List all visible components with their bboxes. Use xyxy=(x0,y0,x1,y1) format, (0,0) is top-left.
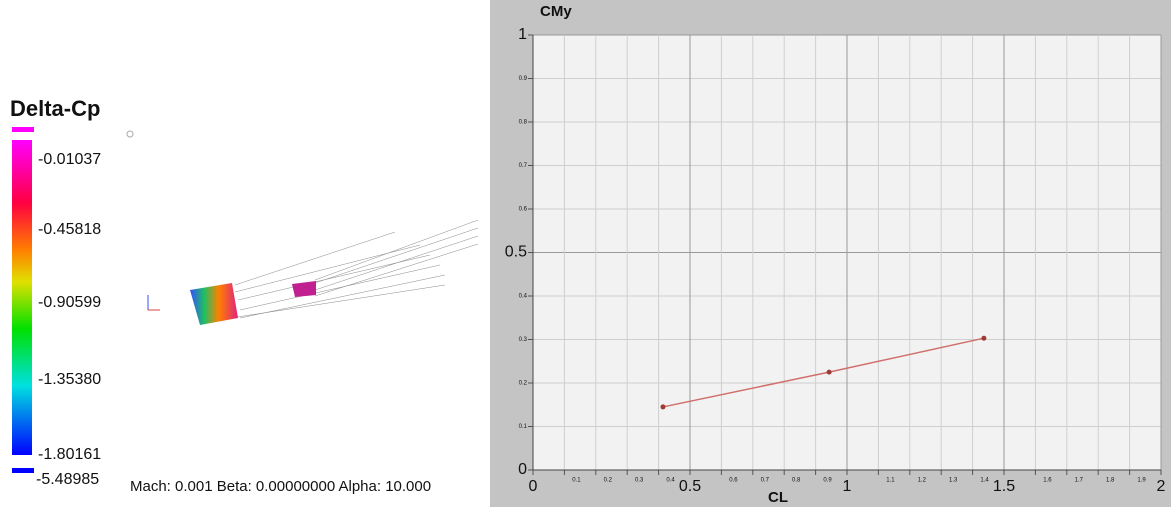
y-tick-label: 0.8 xyxy=(519,120,528,126)
x-tick-label: 2 xyxy=(1157,478,1166,495)
x-tick-label: 0.7 xyxy=(761,478,770,484)
y-tick-label: 0.1 xyxy=(519,424,528,430)
origin-marker xyxy=(127,131,133,137)
data-point xyxy=(660,404,665,409)
y-tick-label: 0 xyxy=(518,461,527,478)
x-tick-label: 1.8 xyxy=(1106,478,1115,484)
y-tick-label: 0.6 xyxy=(519,207,528,213)
y-axis-label: CMy xyxy=(540,3,572,20)
x-tick-label: 0.4 xyxy=(666,478,675,484)
legend-label: -5.48985 xyxy=(36,471,99,488)
y-tick-label: 0.2 xyxy=(519,381,528,387)
legend-labels: -0.01037 -0.45818 -0.90599 -1.35380 -1.80161… xyxy=(36,151,101,488)
x-tick-label: 0.6 xyxy=(729,478,738,484)
legend-label: -0.45818 xyxy=(38,221,101,238)
x-tick-label: 0.2 xyxy=(604,478,613,484)
data-point xyxy=(981,336,986,341)
tail-surface xyxy=(292,281,316,297)
wing-surface xyxy=(190,283,238,325)
y-tick-label: 0.4 xyxy=(519,294,528,300)
axis-triad xyxy=(148,295,160,310)
x-tick-label: 0.8 xyxy=(792,478,801,484)
x-tick-label: 1.9 xyxy=(1137,478,1146,484)
x-tick-label: 0.9 xyxy=(823,478,832,484)
x-tick-label: 1 xyxy=(843,478,852,495)
legend-label: -1.35380 xyxy=(38,371,101,388)
status-text: Mach: 0.001 Beta: 0.00000000 Alpha: 10.0… xyxy=(130,478,431,495)
legend-label: -0.90599 xyxy=(38,294,101,311)
viewport-3d: Delta-Cp -0.01037 -0.45818 -0.90599 -1.3538… xyxy=(10,96,478,495)
x-tick-label: 0 xyxy=(529,478,538,495)
x-tick-label: 1.2 xyxy=(918,478,927,484)
y-tick-label: 0.5 xyxy=(505,244,527,261)
legend-min-swatch xyxy=(12,468,34,473)
screen: Delta-Cp -0.01037 -0.45818 -0.90599 -1.3538… xyxy=(0,0,1171,507)
legend-title: Delta-Cp xyxy=(10,96,100,121)
x-tick-label: 1.4 xyxy=(980,478,989,484)
x-tick-label: 1.3 xyxy=(949,478,958,484)
x-axis-label: CL xyxy=(768,489,788,506)
y-tick-label: 0.9 xyxy=(519,76,528,82)
x-tick-label: 1.6 xyxy=(1043,478,1052,484)
y-tick-label: 1 xyxy=(518,26,527,43)
x-tick-label: 0.3 xyxy=(635,478,644,484)
data-point xyxy=(827,370,832,375)
legend-max-swatch xyxy=(12,127,34,132)
color-bar xyxy=(12,140,32,455)
x-tick-label: 0.5 xyxy=(679,478,701,495)
x-tick-label: 1.5 xyxy=(993,478,1015,495)
x-tick-label: 1.7 xyxy=(1075,478,1084,484)
legend-label: -1.80161 xyxy=(38,446,101,463)
y-tick-label: 0.7 xyxy=(519,163,528,169)
legend-label: -0.01037 xyxy=(38,151,101,168)
x-tick-label: 0.1 xyxy=(572,478,581,484)
model xyxy=(205,220,478,322)
x-tick-label: 1.1 xyxy=(886,478,895,484)
y-tick-label: 0.3 xyxy=(519,337,528,343)
